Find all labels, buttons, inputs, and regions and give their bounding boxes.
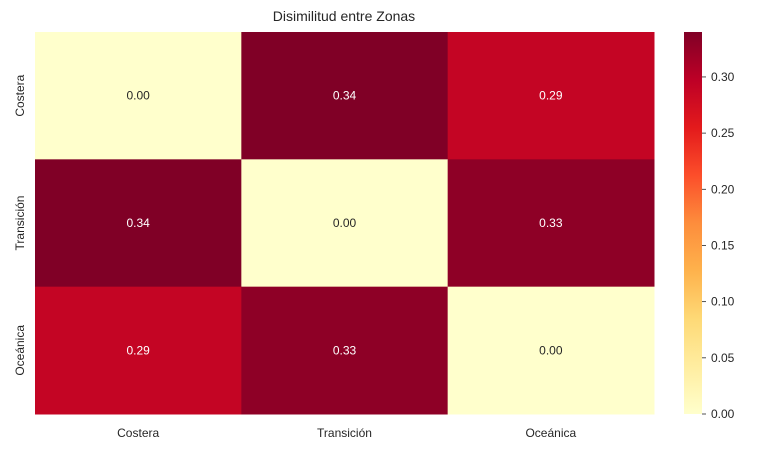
colorbar-tick-label: 0.00 — [711, 407, 735, 421]
colorbar-ticks: 0.00 0.05 0.10 0.15 0.20 0.25 0.30 — [702, 70, 735, 421]
cell-annotation: 0.00 — [333, 216, 357, 230]
x-tick-label: Costera — [117, 426, 159, 440]
colorbar-tick-label: 0.15 — [711, 238, 735, 252]
heatmap-cell — [35, 32, 242, 160]
heatmap-cell — [35, 159, 242, 288]
cell-annotation: 0.00 — [126, 89, 150, 103]
heatmap-cell — [241, 159, 449, 288]
heatmap-cell — [447, 286, 655, 415]
cell-annotation: 0.29 — [539, 89, 563, 103]
x-axis-ticks: Costera Transición Oceánica — [117, 426, 576, 440]
colorbar-tick-label: 0.20 — [711, 182, 735, 196]
colorbar-tick-label: 0.30 — [711, 70, 735, 84]
cell-annotation: 0.34 — [333, 89, 357, 103]
heatmap-cell — [35, 286, 242, 415]
y-tick-label: Oceánica — [13, 325, 27, 376]
colorbar — [684, 32, 702, 414]
heatmap-cell — [241, 32, 449, 160]
colorbar-tick-label: 0.10 — [711, 295, 735, 309]
colorbar-tick-label: 0.25 — [711, 126, 735, 140]
cell-annotation: 0.33 — [333, 343, 357, 357]
cell-annotation: 0.00 — [539, 343, 563, 357]
y-tick-label: Costera — [13, 74, 27, 116]
y-axis-ticks: Costera Transición Oceánica — [13, 74, 27, 375]
colorbar-tick-label: 0.05 — [711, 351, 735, 365]
heatmap-cell — [241, 286, 449, 415]
heatmap-cell — [447, 159, 655, 288]
heatmap-cell — [447, 32, 655, 160]
x-tick-label: Transición — [317, 426, 372, 440]
x-tick-label: Oceánica — [525, 426, 576, 440]
y-tick-label: Transición — [13, 196, 27, 251]
cell-annotation: 0.33 — [539, 216, 563, 230]
heatmap-cells: 0.00 0.34 0.29 0.34 0.00 0.33 0.29 0.33 0.00 — [35, 32, 655, 415]
cell-annotation: 0.34 — [126, 216, 150, 230]
cell-annotation: 0.29 — [126, 343, 150, 357]
chart-title: Disimilitud entre Zonas — [273, 8, 415, 24]
